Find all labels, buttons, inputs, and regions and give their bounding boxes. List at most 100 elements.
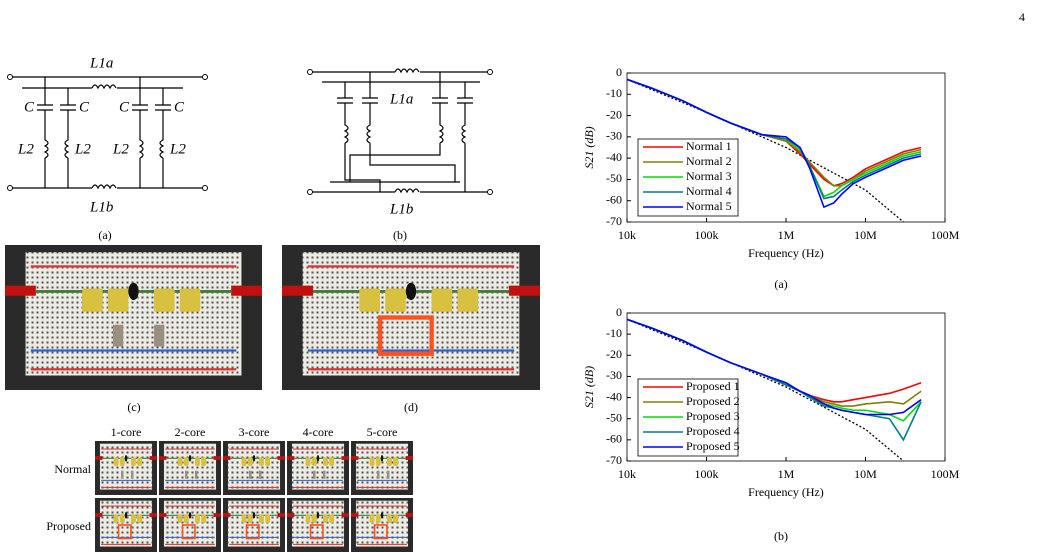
rail-strip bbox=[101, 536, 151, 538]
terminal bbox=[202, 185, 208, 191]
capacitor bbox=[113, 457, 119, 466]
rail-strip bbox=[165, 448, 215, 450]
x-tick-label: 10M bbox=[854, 228, 877, 242]
label: L1b bbox=[389, 201, 414, 217]
x-tick-label: 100k bbox=[695, 228, 719, 242]
x-axis-label: Frequency (Hz) bbox=[748, 246, 824, 260]
series-line bbox=[626, 318, 922, 416]
clip bbox=[351, 456, 359, 460]
capacitor bbox=[130, 457, 136, 466]
clip bbox=[287, 456, 295, 460]
column-label: 5-core bbox=[367, 425, 398, 439]
legend-label: Normal 1 bbox=[686, 139, 732, 153]
capacitor bbox=[385, 288, 406, 312]
rail-strip bbox=[165, 505, 215, 507]
inductor bbox=[322, 470, 326, 479]
rail-strip bbox=[357, 543, 407, 545]
x-tick-label: 10M bbox=[854, 467, 877, 481]
breadboard bbox=[25, 252, 242, 376]
clip bbox=[405, 513, 413, 517]
y-tick-label: -40 bbox=[606, 150, 622, 164]
proposed-wires bbox=[373, 524, 388, 540]
rail-strip bbox=[293, 486, 343, 488]
series-line bbox=[626, 78, 922, 209]
core bbox=[252, 512, 256, 519]
capacitor bbox=[311, 514, 317, 523]
capacitor bbox=[375, 514, 381, 523]
rail-strip bbox=[357, 505, 407, 507]
rail bbox=[310, 71, 490, 193]
legend-label: Proposed 2 bbox=[686, 394, 740, 408]
legend-box bbox=[637, 138, 739, 217]
clip bbox=[149, 456, 157, 460]
legend-label: Normal 2 bbox=[686, 154, 732, 168]
column-label: 3-core bbox=[239, 425, 270, 439]
legend-label: Proposed 3 bbox=[686, 409, 740, 423]
terminal bbox=[487, 189, 493, 195]
y-tick-label: -20 bbox=[606, 347, 622, 361]
inductor bbox=[121, 470, 124, 479]
legend-label: Normal 3 bbox=[686, 169, 732, 183]
capacitor bbox=[241, 514, 247, 523]
circuit-a: L1a L1b C C C C L2 L2 L2 L2 (a) bbox=[7, 55, 208, 242]
proposed-wires bbox=[117, 524, 132, 540]
capacitor bbox=[241, 457, 247, 466]
y-tick-label: -50 bbox=[606, 410, 622, 424]
capacitor bbox=[393, 457, 399, 466]
proposed-wires bbox=[377, 315, 434, 356]
reference-line bbox=[626, 78, 904, 223]
inductor bbox=[313, 470, 316, 479]
core bbox=[124, 455, 128, 462]
terminal bbox=[7, 185, 13, 191]
caption: (a) bbox=[98, 228, 111, 242]
branch bbox=[37, 77, 171, 188]
breadboard bbox=[291, 443, 345, 490]
core bbox=[188, 455, 192, 462]
rail-strip bbox=[101, 505, 151, 507]
core bbox=[128, 282, 139, 301]
rail-strip bbox=[357, 448, 407, 450]
capacitor bbox=[265, 457, 271, 466]
rail-strip bbox=[229, 543, 279, 545]
clip bbox=[282, 285, 313, 296]
inductor bbox=[185, 470, 188, 479]
core bbox=[316, 512, 320, 519]
photos bbox=[5, 245, 540, 552]
capacitor bbox=[177, 457, 183, 466]
rail-strip bbox=[165, 486, 215, 488]
column-label: 1-core bbox=[111, 425, 142, 439]
circuit-b: L1a L1b (b) bbox=[307, 68, 493, 242]
clip bbox=[341, 513, 349, 517]
core bbox=[316, 455, 320, 462]
rail-strip bbox=[30, 368, 237, 371]
y-tick-label: -40 bbox=[606, 389, 622, 403]
rail-strip bbox=[30, 349, 237, 352]
capacitor bbox=[258, 514, 264, 523]
rail-strip bbox=[307, 349, 515, 352]
label: C bbox=[79, 99, 90, 115]
rail-strip bbox=[229, 536, 279, 538]
row-label: Normal bbox=[54, 462, 91, 476]
capacitor bbox=[386, 457, 392, 466]
y-tick-label: -70 bbox=[606, 214, 622, 228]
branch bbox=[337, 72, 473, 192]
legend-label: Proposed 5 bbox=[686, 439, 740, 453]
capacitor bbox=[431, 288, 453, 312]
breadboard bbox=[163, 443, 217, 490]
clip bbox=[287, 513, 295, 517]
rail-strip bbox=[30, 265, 237, 268]
rail-strip bbox=[357, 479, 407, 481]
label: C bbox=[24, 99, 35, 115]
rail-strip bbox=[101, 543, 151, 545]
y-tick-label: -30 bbox=[606, 129, 622, 143]
y-tick-label: -10 bbox=[606, 326, 622, 340]
capacitor bbox=[258, 457, 264, 466]
rail-strip bbox=[293, 479, 343, 481]
y-tick-label: -10 bbox=[606, 86, 622, 100]
caption: (d) bbox=[404, 400, 418, 414]
y-tick-label: -20 bbox=[606, 107, 622, 121]
rail-strip bbox=[101, 448, 151, 450]
clip bbox=[351, 513, 359, 517]
clip bbox=[341, 456, 349, 460]
terminal bbox=[307, 189, 313, 195]
